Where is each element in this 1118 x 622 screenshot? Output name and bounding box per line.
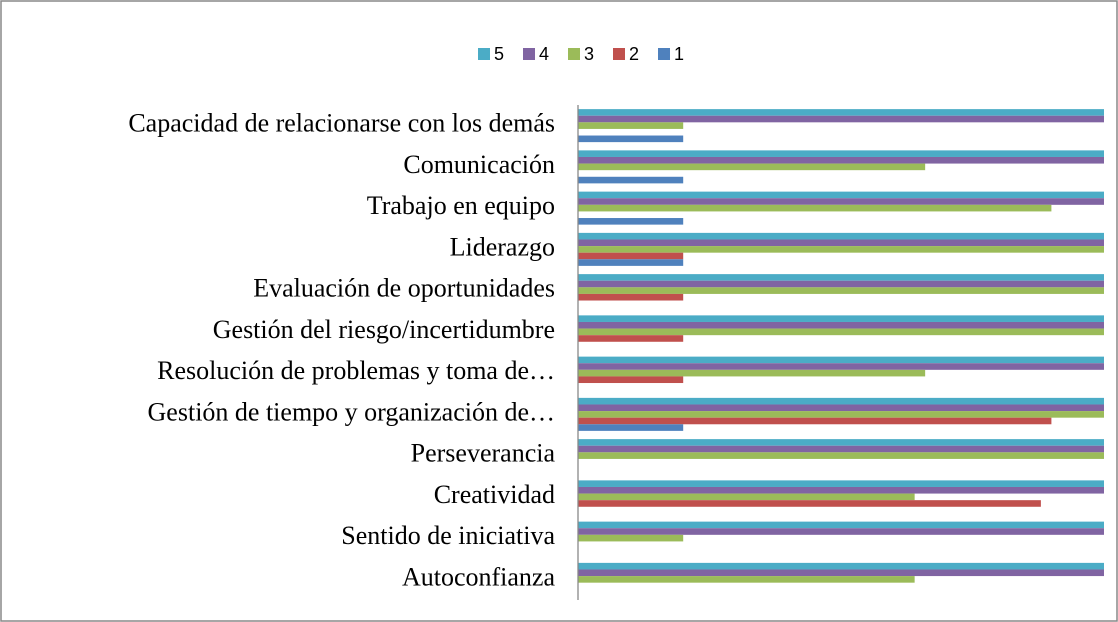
bar	[578, 424, 684, 431]
legend-label: 1	[674, 44, 684, 64]
y-tick-label: Sentido de iniciativa	[341, 521, 555, 550]
y-tick-label: Autoconfianza	[402, 562, 556, 591]
bar	[578, 239, 1104, 247]
bar	[578, 259, 684, 266]
bar	[578, 521, 1104, 529]
bar	[578, 493, 915, 501]
y-tick-label: Comunicación	[403, 150, 555, 179]
bar	[578, 280, 1104, 288]
bar	[578, 163, 926, 171]
bar	[578, 156, 1104, 164]
bar	[578, 232, 1104, 240]
bar	[578, 528, 1104, 535]
legend-label: 3	[584, 44, 594, 64]
bar	[578, 363, 1104, 370]
bar	[578, 109, 1104, 116]
legend-swatch	[568, 48, 580, 60]
bar	[578, 404, 1104, 412]
y-tick-label: Creatividad	[434, 480, 555, 509]
bar	[578, 569, 1104, 577]
bar	[578, 439, 1104, 446]
bar	[578, 135, 684, 143]
bar	[578, 369, 926, 377]
bar	[578, 198, 1104, 205]
bar	[578, 445, 1104, 453]
bar	[578, 150, 1104, 157]
bar	[578, 397, 1104, 405]
bar	[578, 356, 1104, 364]
bar	[578, 204, 1052, 212]
bar	[578, 315, 1104, 322]
y-tick-label: Trabajo en equipo	[367, 191, 555, 220]
bar	[578, 274, 1104, 281]
legend-label: 5	[494, 44, 504, 64]
legend-swatch	[658, 48, 670, 60]
y-tick-label: Capacidad de relacionarse con los demás	[128, 109, 555, 138]
bar	[578, 417, 1052, 425]
bar	[578, 534, 684, 542]
bar	[578, 287, 1104, 294]
bar	[578, 486, 1104, 494]
bar	[578, 252, 684, 260]
bar	[578, 376, 684, 384]
bar	[578, 176, 684, 184]
bar	[578, 328, 1104, 336]
y-tick-label: Resolución de problemas y toma de…	[157, 356, 555, 385]
bar	[578, 115, 1104, 123]
bar	[578, 411, 1104, 418]
y-tick-label: Perseverancia	[411, 439, 556, 468]
legend-swatch	[478, 48, 490, 60]
bar	[578, 218, 684, 225]
y-tick-label: Gestión de tiempo y organización de…	[148, 397, 555, 426]
legend-label: 2	[629, 44, 639, 64]
bar	[578, 122, 684, 129]
bar	[578, 335, 684, 342]
bar	[578, 562, 1104, 570]
y-tick-label: Liderazgo	[450, 232, 555, 261]
legend-swatch	[523, 48, 535, 60]
bar	[578, 576, 915, 583]
y-tick-label: Evaluación de oportunidades	[253, 274, 555, 303]
bar	[578, 452, 1104, 459]
bar	[578, 321, 1104, 329]
bar	[578, 246, 1104, 253]
bar	[578, 500, 1041, 507]
bar	[578, 480, 1104, 487]
legend-swatch	[613, 48, 625, 60]
bar	[578, 293, 684, 301]
legend-label: 4	[539, 44, 549, 64]
bar	[578, 191, 1104, 199]
y-tick-label: Gestión del riesgo/incertidumbre	[213, 315, 555, 344]
